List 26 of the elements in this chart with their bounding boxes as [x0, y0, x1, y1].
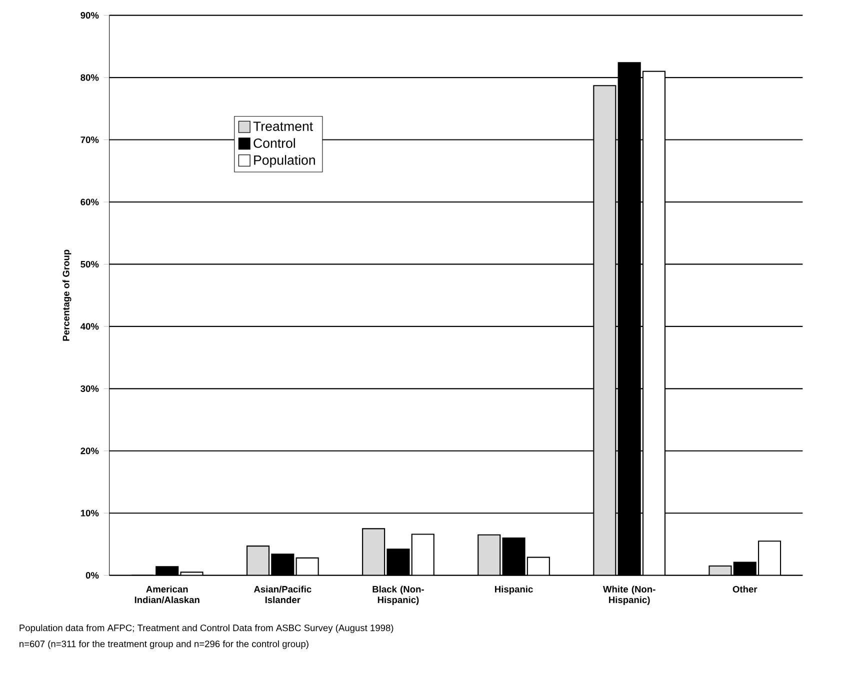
y-tick-label: 90% [80, 12, 99, 19]
x-tick-label: American Indian/Alaskan [134, 586, 200, 604]
x-tick-label: White (Non-Hispanic) [602, 586, 656, 605]
legend-label: Control [254, 138, 295, 148]
x-tick-label: Hispanic [495, 586, 533, 594]
legend-label: Population [254, 155, 315, 168]
y-tick-label: 50% [80, 260, 99, 268]
y-tick-label: 10% [80, 510, 99, 516]
y-tick-label: 20% [80, 448, 99, 454]
y-tick-label: 60% [80, 198, 99, 206]
x-tick-label: Asian/Pacific Islander [254, 586, 312, 604]
bar [246, 546, 270, 576]
text: Population data from AFPC; Treatment and Control Data from ASBC Survey (August 1998) [20, 624, 394, 634]
bar [593, 85, 616, 576]
y-tick-label: 70% [80, 136, 99, 144]
text: n=607 (n=311 for the treatment group and n=296 for the control group) [20, 640, 308, 650]
x-tick-label: Black (Non-Hispanic) [372, 586, 424, 605]
x-tick-label: Other [732, 586, 758, 593]
legend-label: Treatment [253, 122, 313, 131]
y-tick-label: 40% [80, 323, 99, 330]
y-tick-label: 0% [86, 572, 99, 579]
y-axis-title: Percentage of Group [62, 250, 72, 341]
bar [362, 528, 386, 576]
bar [478, 534, 501, 576]
y-tick-label: 30% [80, 385, 99, 392]
y-tick-label: 80% [80, 74, 99, 81]
